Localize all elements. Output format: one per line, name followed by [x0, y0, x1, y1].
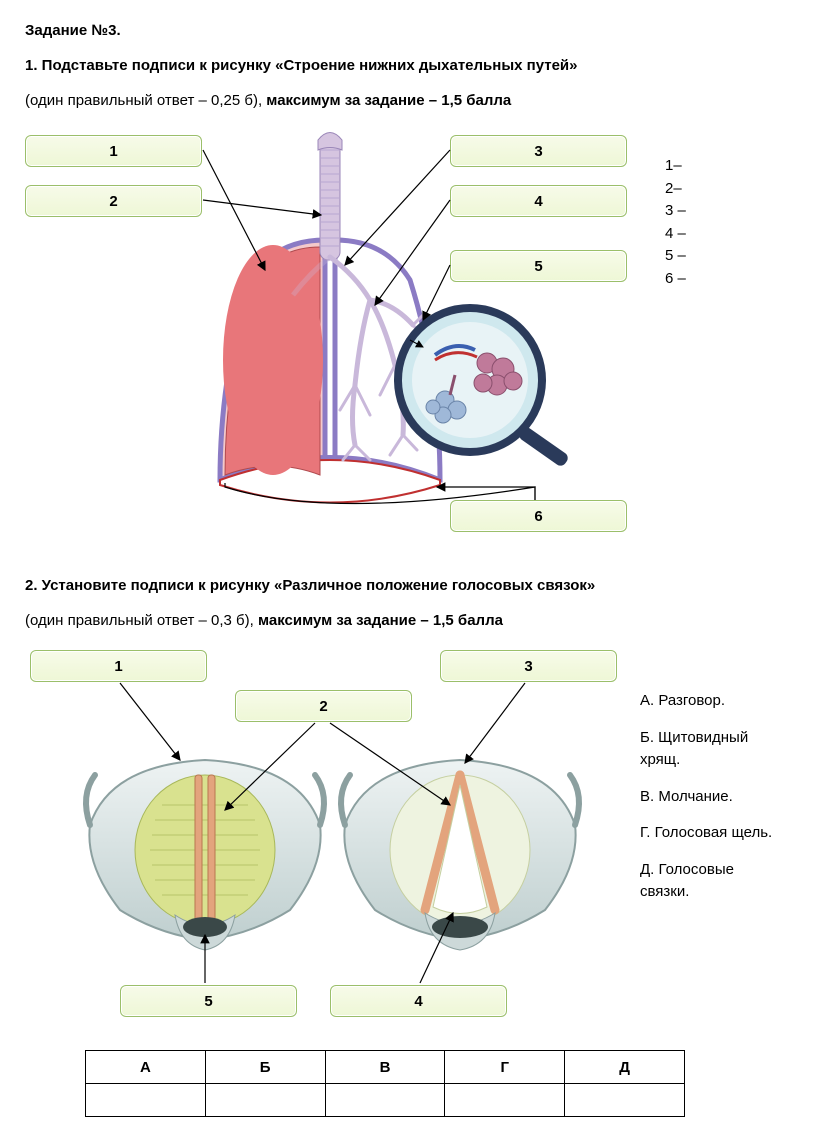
- cell-b[interactable]: [205, 1084, 325, 1117]
- legend-1: 1–: [665, 155, 686, 178]
- option-d: Д. Голосовые связки.: [640, 859, 785, 904]
- col-v: В: [325, 1051, 445, 1084]
- diagram-larynx: 1 2 3 4 5 А. Разговор. Б. Щитовидный хря…: [25, 645, 785, 1025]
- legend-5: 5 –: [665, 245, 686, 268]
- answer-table: А Б В Г Д: [85, 1050, 685, 1117]
- option-b: Б. Щитовидный хрящ.: [640, 727, 785, 772]
- diagram-lungs: 1 2 3 4 5 6 1– 2– 3 – 4 – 5 – 6 –: [25, 125, 785, 545]
- q2-subtitle: (один правильный ответ – 0,3 б), максиму…: [25, 610, 791, 631]
- q2-options: А. Разговор. Б. Щитовидный хрящ. В. Молч…: [640, 690, 785, 918]
- cell-d[interactable]: [565, 1084, 685, 1117]
- label-box-4: 4: [450, 185, 627, 217]
- label-box-3: 3: [450, 135, 627, 167]
- q1-subtitle-bold: максимум за задание – 1,5 балла: [266, 92, 511, 109]
- legend-2: 2–: [665, 178, 686, 201]
- label-box-1: 1: [25, 135, 202, 167]
- q2-subtitle-prefix: (один правильный ответ – 0,3 б),: [25, 612, 258, 629]
- cell-v[interactable]: [325, 1084, 445, 1117]
- table-header-row: А Б В Г Д: [86, 1051, 685, 1084]
- cell-g[interactable]: [445, 1084, 565, 1117]
- label2-box-1: 1: [30, 650, 207, 682]
- q2-subtitle-bold: максимум за задание – 1,5 балла: [258, 612, 503, 629]
- label2-box-2: 2: [235, 690, 412, 722]
- table-answer-row: [86, 1084, 685, 1117]
- legend-6: 6 –: [665, 268, 686, 291]
- cell-a[interactable]: [86, 1084, 206, 1117]
- label-box-5: 5: [450, 250, 627, 282]
- q1-title: 1. Подставьте подписи к рисунку «Строени…: [25, 55, 791, 76]
- col-a: А: [86, 1051, 206, 1084]
- q1-subtitle-prefix: (один правильный ответ – 0,25 б),: [25, 92, 266, 109]
- label2-box-5: 5: [120, 985, 297, 1017]
- col-g: Г: [445, 1051, 565, 1084]
- col-b: Б: [205, 1051, 325, 1084]
- q2-title: 2. Установите подписи к рисунку «Различн…: [25, 575, 791, 596]
- option-a: А. Разговор.: [640, 690, 785, 713]
- q1-subtitle: (один правильный ответ – 0,25 б), максим…: [25, 90, 791, 111]
- label-box-6: 6: [450, 500, 627, 532]
- task-header: Задание №3.: [25, 20, 791, 41]
- option-v: В. Молчание.: [640, 786, 785, 809]
- label-box-2: 2: [25, 185, 202, 217]
- option-g: Г. Голосовая щель.: [640, 822, 785, 845]
- legend-4: 4 –: [665, 223, 686, 246]
- label2-box-3: 3: [440, 650, 617, 682]
- label2-box-4: 4: [330, 985, 507, 1017]
- q1-legend: 1– 2– 3 – 4 – 5 – 6 –: [665, 155, 686, 290]
- col-d: Д: [565, 1051, 685, 1084]
- legend-3: 3 –: [665, 200, 686, 223]
